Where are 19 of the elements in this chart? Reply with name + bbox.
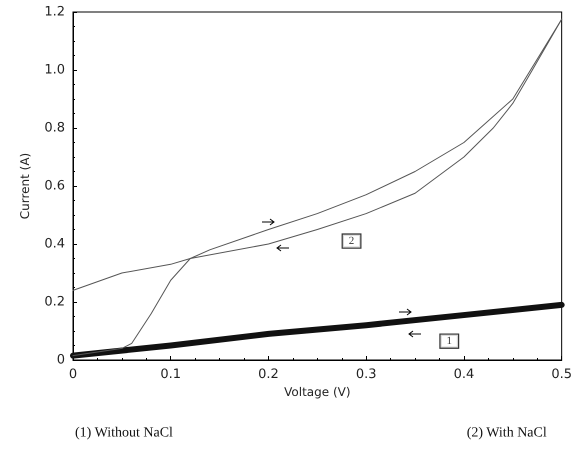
- x-tick-label: 0.5: [551, 367, 572, 382]
- x-axis-title: Voltage (V): [284, 385, 351, 399]
- y-tick-label: 0.6: [44, 178, 65, 194]
- y-tick-label: 0.8: [44, 120, 65, 136]
- x-tick-label: 0.1: [160, 367, 182, 382]
- y-tick-label: 0.4: [44, 236, 65, 252]
- annotation: 1: [446, 335, 452, 348]
- y-tick-label: 0: [56, 352, 65, 368]
- y-tick-label: 1.0: [44, 62, 65, 78]
- y-axis-title: Current (A): [18, 152, 32, 220]
- x-tick-label: 0.2: [258, 367, 279, 382]
- text: (2) With NaCl: [466, 426, 547, 440]
- x-tick-label: 0: [68, 367, 78, 382]
- y-tick-label: 0.2: [44, 294, 65, 310]
- x-tick-label: 0.4: [454, 367, 474, 382]
- annotation: 2: [348, 235, 354, 248]
- y-tick-label: 1.2: [44, 4, 65, 20]
- text: (1) Without NaCl: [75, 426, 174, 440]
- x-tick-label: 0.3: [356, 367, 377, 382]
